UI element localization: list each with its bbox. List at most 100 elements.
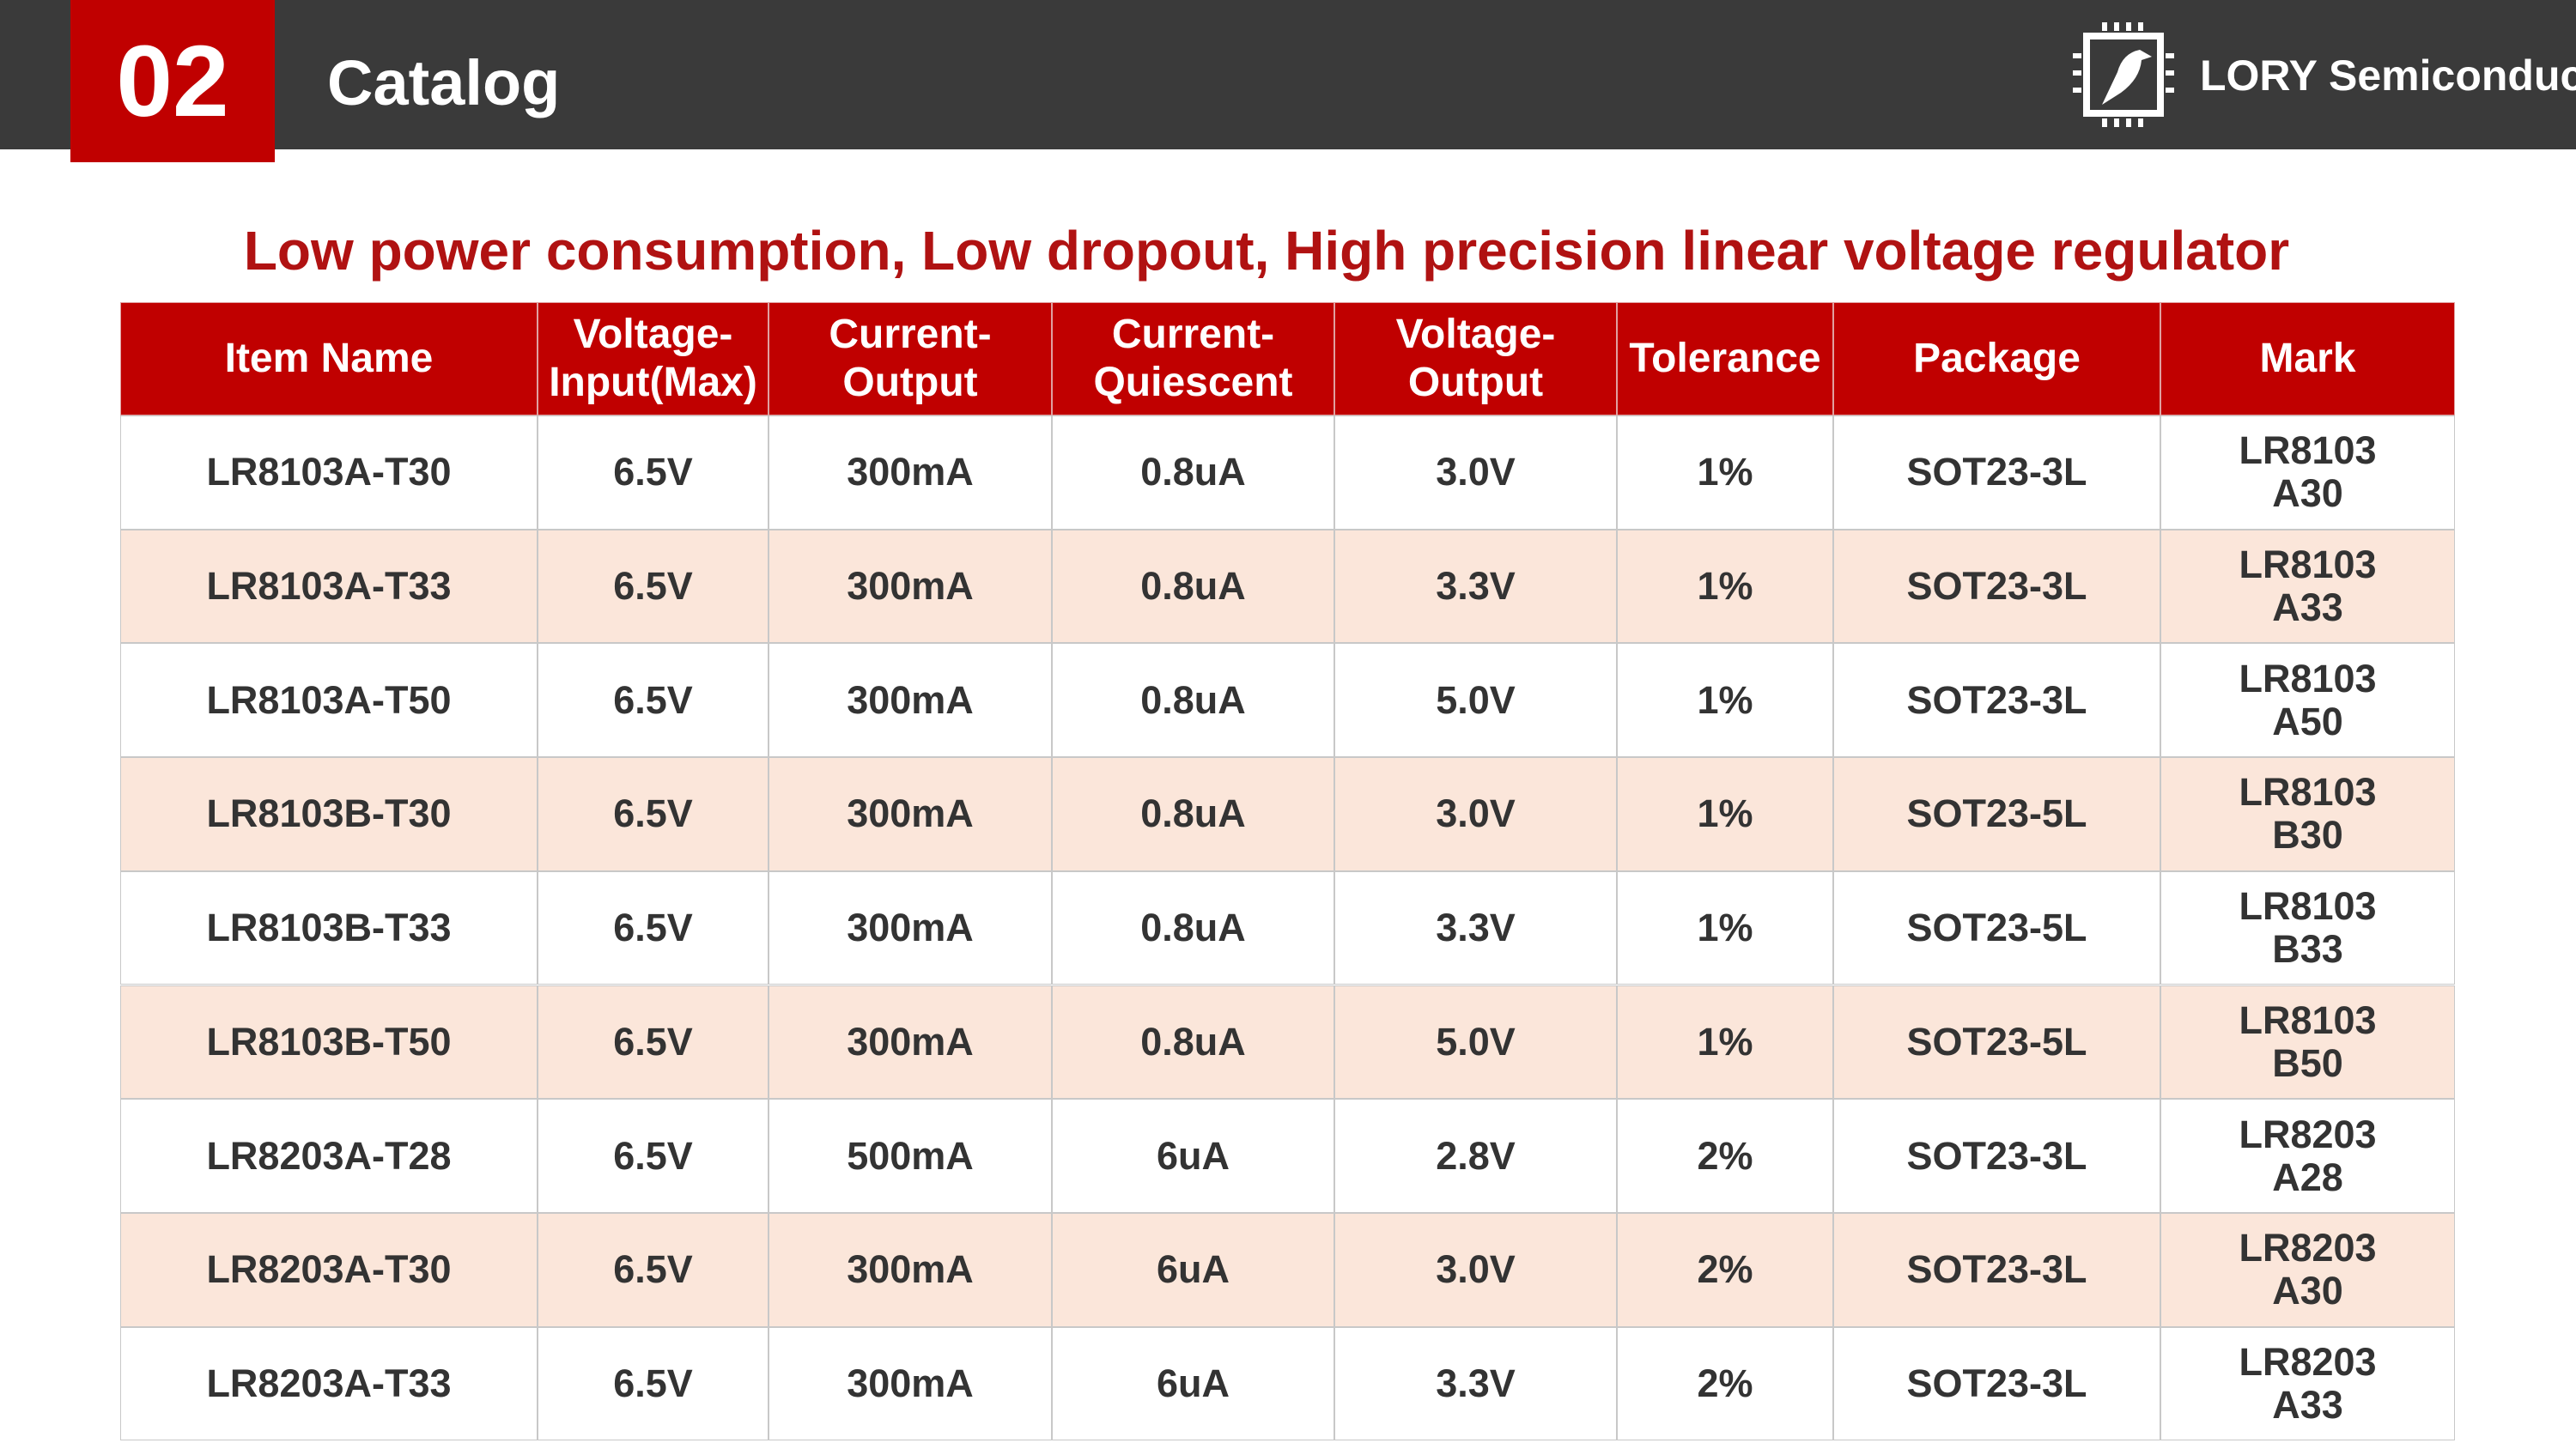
brand-name: LORY Semiconductor bbox=[2200, 52, 2576, 100]
table-cell: 3.0V bbox=[1334, 415, 1617, 530]
cell-text: LR8203 bbox=[2239, 1226, 2377, 1270]
mark-cell: LR8103 B30 bbox=[2160, 757, 2455, 871]
table-cell: 1% bbox=[1617, 415, 1833, 530]
table-cell: 6.5V bbox=[538, 985, 769, 1100]
cell-text: 6.5V bbox=[613, 564, 693, 609]
cell-text: 3.0V bbox=[1436, 450, 1516, 494]
subtitle: Low power consumption, Low dropout, High… bbox=[243, 220, 2290, 282]
table-cell: 300mA bbox=[769, 1326, 1052, 1441]
cell-text: LR8203 bbox=[2239, 1339, 2377, 1384]
cell-text: Voltage- bbox=[573, 312, 733, 357]
table-cell: 300mA bbox=[769, 985, 1052, 1100]
table-cell: 5.0V bbox=[1334, 985, 1617, 1100]
table-cell: 6.5V bbox=[538, 415, 769, 530]
table-cell: LR8203A-T30 bbox=[120, 1212, 538, 1327]
cell-text: 1% bbox=[1697, 677, 1753, 722]
table-cell: LR8203A-T28 bbox=[120, 1099, 538, 1213]
table-cell: 0.8uA bbox=[1052, 529, 1334, 644]
cell-text: 300mA bbox=[847, 677, 974, 722]
cell-text: 1% bbox=[1697, 564, 1753, 609]
mark-cell: LR8103 A33 bbox=[2160, 529, 2455, 644]
cell-text: 300mA bbox=[847, 791, 974, 836]
table-cell: 6uA bbox=[1052, 1326, 1334, 1441]
table-cell: 6.5V bbox=[538, 870, 769, 985]
table-cell: LR8203A-T33 bbox=[120, 1326, 538, 1441]
table-cell: 5.0V bbox=[1334, 643, 1617, 758]
cell-text: LR8103A-T30 bbox=[206, 450, 452, 494]
table-cell: 6uA bbox=[1052, 1099, 1334, 1213]
cell-text: 500mA bbox=[847, 1133, 974, 1178]
cell-text: 300mA bbox=[847, 1019, 974, 1064]
cell-text: 300mA bbox=[847, 564, 974, 609]
cell-text: 300mA bbox=[847, 450, 974, 494]
cell-text: 6.5V bbox=[613, 1019, 693, 1064]
cell-text: 5.0V bbox=[1436, 1019, 1516, 1064]
mark-cell: LR8203 A28 bbox=[2160, 1099, 2455, 1213]
table-cell: 6.5V bbox=[538, 529, 769, 644]
cell-text: Output bbox=[1407, 360, 1544, 405]
table-cell: 1% bbox=[1617, 643, 1833, 758]
header-cell: Current- Quiescent bbox=[1052, 302, 1334, 415]
mark-cell: LR8103 A30 bbox=[2160, 415, 2455, 530]
table-cell: 0.8uA bbox=[1052, 415, 1334, 530]
cell-text: Current- bbox=[829, 312, 992, 357]
table-cell: 300mA bbox=[769, 643, 1052, 758]
cell-text: Voltage- bbox=[1395, 312, 1556, 357]
cell-text: 6.5V bbox=[613, 1133, 693, 1178]
table-cell: 6.5V bbox=[538, 643, 769, 758]
table-cell: LR8103A-T33 bbox=[120, 529, 538, 644]
cell-text: LR8103 bbox=[2239, 428, 2377, 473]
table-cell: SOT23-5L bbox=[1833, 870, 2160, 985]
table-cell: 2.8V bbox=[1334, 1099, 1617, 1213]
cell-text: 1% bbox=[1697, 450, 1753, 494]
cell-text: LR8103 bbox=[2239, 997, 2377, 1042]
cell-text: Input(Max) bbox=[549, 360, 757, 405]
table-cell: 300mA bbox=[769, 415, 1052, 530]
cell-text: SOT23-5L bbox=[1906, 906, 2087, 950]
table-cell: 300mA bbox=[769, 870, 1052, 985]
cell-text: Package bbox=[1913, 336, 2081, 381]
table-cell: 1% bbox=[1617, 870, 1833, 985]
cell-text: 6uA bbox=[1156, 1133, 1230, 1178]
cell-text: LR8103A-T50 bbox=[206, 677, 452, 722]
cell-text: 3.3V bbox=[1436, 906, 1516, 950]
cell-text: 6uA bbox=[1156, 1361, 1230, 1405]
cell-text: SOT23-5L bbox=[1906, 791, 2087, 836]
table-cell: SOT23-3L bbox=[1833, 529, 2160, 644]
cell-text: 2% bbox=[1697, 1361, 1753, 1405]
table-cell: LR8103A-T30 bbox=[120, 415, 538, 530]
table-cell: SOT23-5L bbox=[1833, 757, 2160, 871]
cell-text: 6.5V bbox=[613, 1361, 693, 1405]
table-cell: LR8103B-T33 bbox=[120, 870, 538, 985]
cell-text: Quiescent bbox=[1093, 360, 1293, 405]
table-cell: 3.3V bbox=[1334, 870, 1617, 985]
table-cell: 2% bbox=[1617, 1099, 1833, 1213]
cell-text: A33 bbox=[2272, 585, 2343, 630]
table-cell: SOT23-3L bbox=[1833, 1326, 2160, 1441]
cell-text: A50 bbox=[2272, 699, 2343, 743]
cell-text: SOT23-3L bbox=[1906, 677, 2087, 722]
table-cell: 6.5V bbox=[538, 1099, 769, 1213]
table-cell: 3.0V bbox=[1334, 1212, 1617, 1327]
cell-text: 300mA bbox=[847, 906, 974, 950]
table-cell: 300mA bbox=[769, 529, 1052, 644]
cell-text: B33 bbox=[2272, 927, 2343, 972]
cell-text: 3.3V bbox=[1436, 564, 1516, 609]
header-cell: Voltage- Input(Max) bbox=[538, 302, 769, 415]
cell-text: Mark bbox=[2259, 336, 2356, 381]
table-cell: SOT23-3L bbox=[1833, 643, 2160, 758]
table-cell: 0.8uA bbox=[1052, 643, 1334, 758]
table-cell: 3.3V bbox=[1334, 1326, 1617, 1441]
cell-text: LR8103B-T33 bbox=[206, 906, 452, 950]
cell-text: LR8103 bbox=[2239, 543, 2377, 587]
cell-text: A28 bbox=[2272, 1155, 2343, 1199]
cell-text: 0.8uA bbox=[1140, 791, 1246, 836]
table-cell: SOT23-3L bbox=[1833, 1099, 2160, 1213]
table-cell: 1% bbox=[1617, 529, 1833, 644]
cell-text: 6.5V bbox=[613, 450, 693, 494]
cell-text: LR8103 bbox=[2239, 656, 2377, 700]
cell-text: Tolerance bbox=[1629, 336, 1821, 381]
cell-text: 2% bbox=[1697, 1133, 1753, 1178]
cell-text: LR8103 bbox=[2239, 770, 2377, 815]
table-cell: 6uA bbox=[1052, 1212, 1334, 1327]
